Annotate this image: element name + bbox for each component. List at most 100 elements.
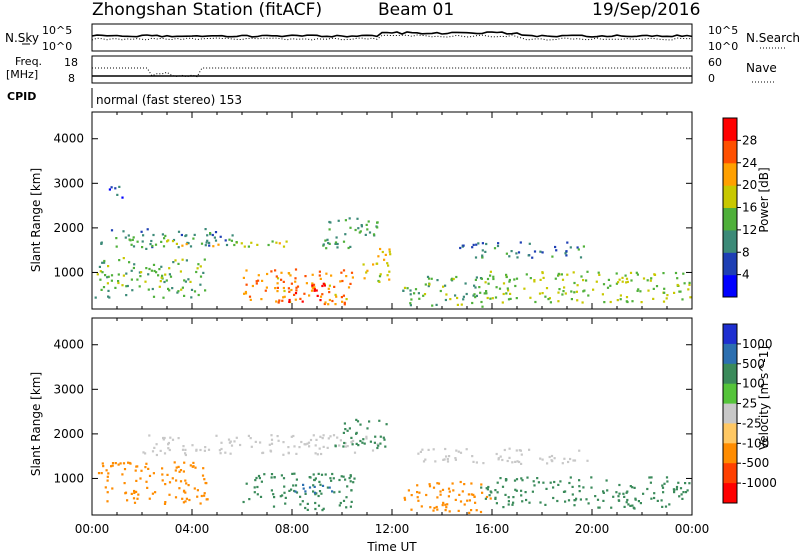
heatmap-cell [266,272,269,276]
heatmap-cell [293,293,296,296]
colorbar-tick-label: 28 [742,133,757,147]
heatmap-cell [147,273,150,276]
heatmap-cell [342,240,346,243]
heatmap-cell [533,280,536,283]
heatmap-cell [108,296,111,299]
heatmap-cell [518,449,521,452]
heatmap-cell [331,472,334,476]
heatmap-cell [284,502,287,505]
heatmap-cell [257,474,261,478]
heatmap-cell [313,289,316,292]
nsky-panel: N.Sky 10^5 10^0 10^5 10^0 N.Search [5,23,800,53]
heatmap-cell [449,298,452,301]
heatmap-cell [289,274,292,277]
heatmap-cell [636,273,639,276]
heatmap-cell [197,263,200,266]
heatmap-cell [183,279,186,282]
heatmap-cell [467,493,470,496]
heatmap-cell [424,283,427,286]
heatmap-cell [471,246,474,249]
nave-label: Nave [746,61,777,75]
heatmap-cell [427,277,431,280]
heatmap-cell [409,293,412,296]
heatmap-cell [419,450,422,453]
heatmap-cell [161,473,164,476]
heatmap-cell [502,282,506,285]
heatmap-cell [312,484,315,487]
heatmap-cell [299,297,302,300]
heatmap-cell [270,270,273,273]
heatmap-cell [233,440,236,443]
heatmap-cell [328,242,331,245]
heatmap-cell [225,243,229,247]
heatmap-cell [177,290,180,293]
heatmap-cell [573,291,576,294]
heatmap-cell [262,451,265,454]
heatmap-cell [190,288,194,291]
heatmap-cell [190,296,193,299]
heatmap-cell [310,289,314,292]
heatmap-cell [334,241,338,244]
heatmap-cell [357,444,360,447]
colorbar-tick-label: -100 [742,436,769,450]
heatmap-cell [557,300,560,303]
heatmap-cell [253,486,256,489]
heatmap-cell [340,296,343,299]
heatmap-cell [330,479,333,482]
heatmap-cell [663,291,666,294]
heatmap-cell [446,460,450,463]
colorbar-segment [723,463,737,484]
heatmap-cell [316,294,319,297]
heatmap-cell [240,242,243,245]
heatmap-cell [276,282,279,285]
heatmap-cell [631,486,634,489]
heatmap-cell [416,496,419,499]
heatmap-cell [421,448,424,451]
heatmap-cell [96,273,99,276]
heatmap-cell [201,474,205,477]
heatmap-cell [291,472,294,475]
heatmap-cell [191,444,194,447]
heatmap-cell [470,493,473,496]
heatmap-cell [311,282,314,285]
heatmap-cell [138,285,141,288]
heatmap-cell [548,297,551,300]
heatmap-cell [287,451,290,454]
heatmap-cell [355,432,358,435]
heatmap-cell [118,185,121,188]
heatmap-cell [489,274,492,277]
heatmap-cell [245,482,248,485]
heatmap-cell [505,292,508,295]
heatmap-cell [432,509,435,512]
heatmap-cell [480,300,483,304]
heatmap-cell [128,261,131,264]
heatmap-cell [178,487,181,490]
heatmap-cell [248,295,252,298]
heatmap-cell [144,466,147,469]
heatmap-cell [594,495,597,498]
heatmap-cell [272,493,275,496]
heatmap-cell [483,292,486,295]
heatmap-cell [332,434,336,437]
heatmap-cell [324,473,327,476]
heatmap-cell [136,278,139,281]
heatmap-cell [140,230,143,233]
heatmap-cell [255,280,258,283]
heatmap-cell [626,280,629,283]
heatmap-cell [606,489,609,492]
heatmap-cell [147,288,150,291]
heatmap-cell [365,437,368,440]
heatmap-cell [114,187,117,190]
heatmap-cell [350,436,353,439]
heatmap-cell [515,297,518,300]
colorbar-segment [723,343,737,365]
heatmap-cell [166,473,169,476]
heatmap-cell [362,438,365,441]
heatmap-cell [337,219,340,222]
colorbar-tick-label: 8 [742,245,750,259]
heatmap-cell [682,272,685,275]
heatmap-cell [623,495,626,498]
heatmap-cell [338,478,341,482]
heatmap-cell [451,482,454,485]
